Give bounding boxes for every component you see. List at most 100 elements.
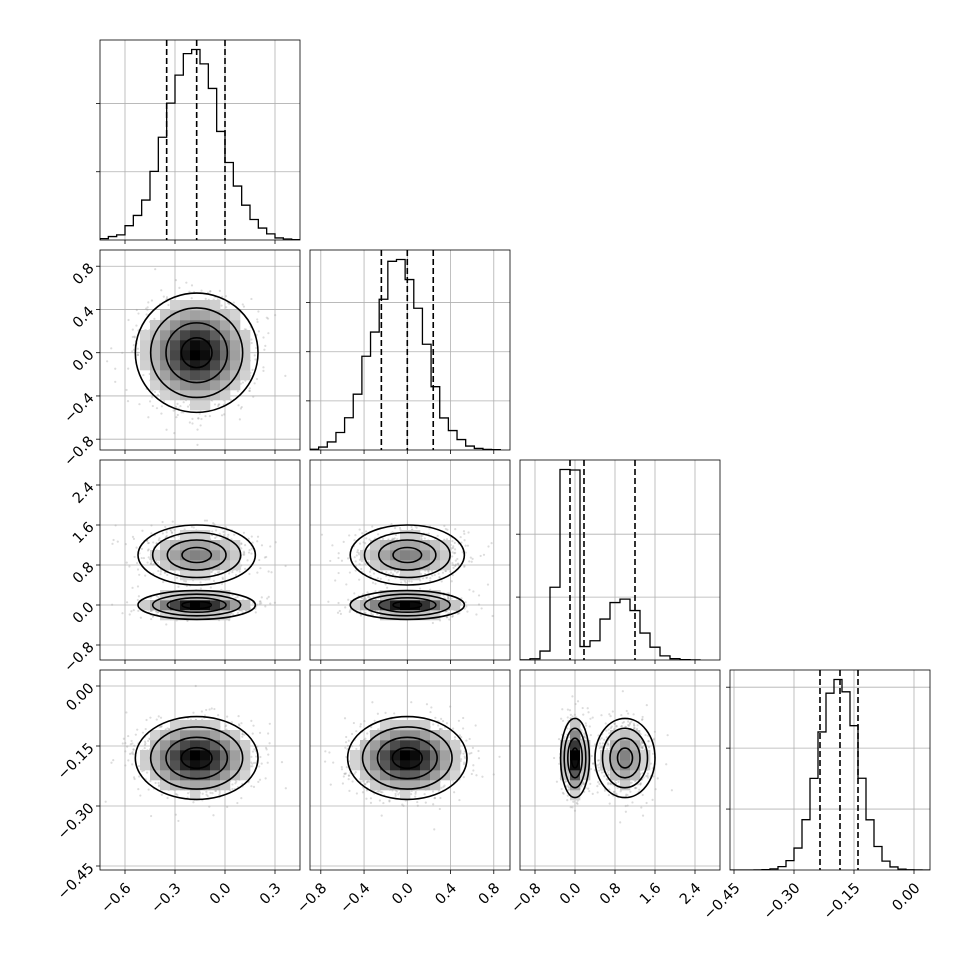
scatter-point [231,593,234,597]
density-cell [160,360,171,371]
density-cell [370,600,381,611]
scatter-point [128,613,131,616]
scatter-point [464,544,467,547]
scatter-point [156,393,160,396]
density-cell [160,350,171,361]
scatter-point [327,600,330,603]
density-cell [450,600,461,611]
scatter-point [188,290,191,293]
scatter-point [450,597,453,600]
contour-level-2 [151,531,242,579]
scatter-point [142,556,146,560]
scatter-point [238,570,241,573]
scatter-point [151,563,154,566]
scatter-point [125,388,128,392]
scatter-point [427,532,430,535]
scatter-point [421,534,424,537]
scatter-point [258,602,261,606]
scatter-point [395,571,398,574]
scatter-point [236,390,239,393]
scatter-point [135,308,138,312]
scatter-point [354,569,357,572]
density-cell [170,310,181,321]
scatter-point [163,571,166,575]
scatter-point [208,415,212,418]
scatter-point [150,617,153,621]
scatter-point [147,556,150,559]
scatter-point [453,541,456,544]
scatter-point [392,573,395,576]
contour-level-3 [134,292,259,414]
scatter-point [131,586,134,589]
scatter-point [454,563,458,566]
scatter-point [130,610,133,613]
density-cell [160,390,171,401]
scatter-point [423,537,426,540]
scatter-point [438,576,441,579]
density-cell [400,550,411,561]
scatter-point [146,539,149,543]
scatter-point [260,602,263,605]
y-tick-label-1-0: −0.8 [61,434,97,470]
scatter-point [147,548,150,551]
density-cell [150,370,161,381]
scatter-point [387,538,390,541]
scatter-point [153,390,157,394]
scatter-point [240,564,243,567]
scatter-point [365,598,368,601]
scatter-point [345,583,348,586]
scatter-point [169,529,173,532]
scatter-point [222,530,225,533]
scatter-point [404,581,407,584]
hist-panel-2 [516,459,721,664]
contours [137,524,257,621]
density-cell [190,320,201,331]
scatter-point [230,538,233,541]
scatter-point [250,552,253,555]
scatter-point [381,537,385,540]
scatter-point [210,570,214,573]
scatter-point [464,551,467,554]
scatter-point [209,290,212,293]
scatter-point [171,520,174,523]
scatter-point [456,557,459,561]
density-cell [210,550,221,561]
scatter-point [140,547,144,550]
scatter-point [360,597,364,600]
scatter-point [431,574,434,577]
scatter-point [433,573,436,577]
scatter-point [393,527,397,530]
scatter-point [410,580,413,583]
density-cell [410,560,421,571]
density-cell [440,550,451,561]
hist-panel-1 [306,249,511,454]
scatter-point [252,395,255,398]
scatter-point [468,588,471,591]
scatter-point [217,403,220,406]
scatter-point [364,542,367,545]
scatter-point [242,550,246,553]
panel-frame [99,39,301,241]
scatter-point [456,563,459,566]
scatter-point [159,573,162,576]
density-cell [430,540,441,551]
contour-level-2 [363,531,451,579]
contour-level-3 [137,589,257,621]
scatter-point [364,530,368,533]
scatter-point [470,560,473,563]
scatter-point [284,374,287,378]
scatter-point [236,611,240,614]
scatter-point [155,611,158,614]
scatter-point [176,793,179,796]
density-cell [190,600,201,611]
scatter-point [454,527,457,531]
scatter-point [378,593,381,596]
density-cell [430,610,441,621]
scatter-point [438,575,441,579]
scatter-point [451,564,455,567]
density-cell [400,540,411,551]
scatter-point [250,297,253,301]
density-cell [440,600,451,611]
scatter-point [191,422,194,425]
scatter-point [260,544,264,547]
